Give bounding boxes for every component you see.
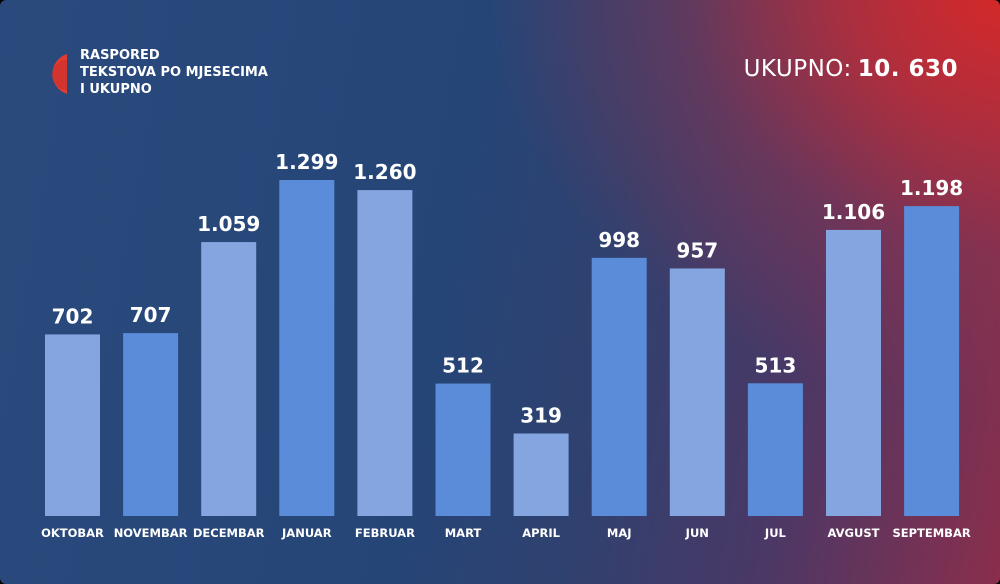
x-tick-label: JUN	[685, 526, 709, 540]
bar-value-label: 957	[676, 238, 718, 262]
bar-avgust	[826, 229, 881, 516]
x-tick-label: AVGUST	[828, 526, 880, 540]
bar-value-label: 1.059	[197, 212, 260, 236]
bar-maj	[591, 257, 647, 516]
bar-novembar	[123, 333, 179, 516]
bar-value-label: 319	[520, 403, 562, 427]
bar-value-label: 1.260	[353, 160, 416, 184]
half-circle-logo-icon	[52, 54, 67, 94]
x-tick-label: SEPTEMBAR	[892, 526, 970, 540]
bar-jun	[669, 268, 725, 516]
total-label: UKUPNO:	[743, 56, 852, 82]
bar-value-label: 1.198	[900, 176, 963, 200]
bar-value-label: 512	[442, 354, 484, 378]
x-tick-label: MAJ	[607, 526, 632, 540]
x-tick-label: NOVEMBAR	[114, 526, 188, 540]
bar-value-label: 702	[52, 304, 94, 328]
total-readout: UKUPNO: 10. 630	[744, 56, 958, 82]
bar-mart	[435, 383, 491, 516]
bar-oktobar	[45, 334, 100, 516]
x-tick-label: DECEMBAR	[193, 526, 265, 540]
x-tick-label: JANUAR	[281, 526, 332, 540]
title-line: RASPORED	[80, 48, 160, 63]
bar-februar	[357, 190, 413, 516]
bar-decembar	[201, 242, 257, 516]
x-tick-label: MART	[445, 526, 482, 540]
bar-jul	[747, 383, 803, 516]
x-tick-label: FEBRUAR	[355, 526, 415, 540]
x-tick-label: APRIL	[522, 526, 560, 540]
x-tick-label: JUL	[764, 526, 787, 540]
x-tick-label: OKTOBAR	[41, 526, 104, 540]
bar-value-label: 1.106	[822, 200, 885, 224]
title-line: I UKUPNO	[80, 82, 152, 97]
total-value: 10. 630	[857, 56, 958, 82]
bar-septembar	[904, 206, 960, 517]
bar-value-label: 998	[598, 228, 640, 252]
bar-januar	[279, 180, 335, 516]
title-line: TEKSTOVA PO MJESECIMA	[80, 65, 268, 80]
bar-value-label: 1.299	[275, 150, 338, 174]
bar-value-label: 513	[755, 353, 797, 377]
chart-title: RASPORED TEKSTOVA PO MJESECIMA I UKUPNO	[80, 47, 310, 98]
bar-value-label: 707	[130, 303, 172, 327]
bar-april	[513, 433, 569, 516]
